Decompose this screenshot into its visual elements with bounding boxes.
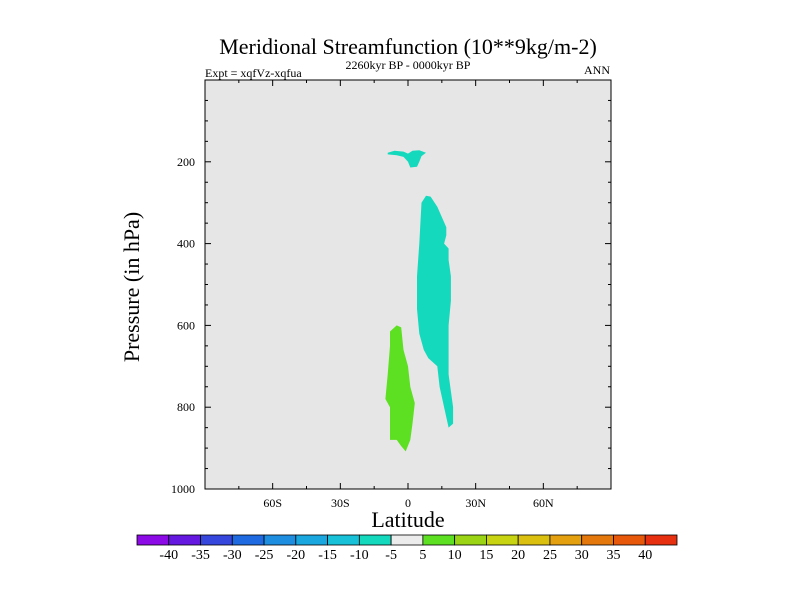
colorbar-box <box>263 534 297 546</box>
y-tick-label: 1000 <box>171 482 195 496</box>
colorbar-box <box>390 534 424 546</box>
colorbar-label: -15 <box>318 548 337 563</box>
y-tick-label: 400 <box>177 237 195 251</box>
colorbar-box <box>422 534 456 546</box>
positive-lower-cell <box>385 325 415 452</box>
colorbar-box <box>358 534 392 546</box>
x-axis-title: Latitude <box>371 507 444 532</box>
plot-area: 60S 30S 0 30N 60N 200 400 600 800 1000 <box>171 79 612 510</box>
colorbar: -40 -35 -30 -25 -20 -15 -10 -5 5 10 15 20 25 30 35 40 <box>136 534 678 563</box>
colorbar-label: 20 <box>511 548 525 563</box>
x-tick-label: 0 <box>405 496 411 510</box>
colorbar-label: -30 <box>223 548 242 563</box>
colorbar-box <box>200 534 233 546</box>
colorbar-box <box>486 534 519 546</box>
colorbar-box <box>613 534 646 546</box>
colorbar-box <box>136 534 170 546</box>
colorbar-box <box>454 534 487 546</box>
colorbar-box <box>517 534 551 546</box>
colorbar-label: 35 <box>606 548 620 563</box>
colorbar-label: -5 <box>385 548 397 563</box>
colorbar-label: 25 <box>543 548 557 563</box>
x-tick-label: 60S <box>263 496 282 510</box>
colorbar-box <box>295 534 328 546</box>
colorbar-box <box>327 534 360 546</box>
center-string: 2260kyr BP - 0000kyr BP <box>346 58 471 72</box>
colorbar-label: -25 <box>255 548 274 563</box>
x-tick-label: 30S <box>331 496 350 510</box>
colorbar-box <box>168 534 201 546</box>
y-tick-label: 600 <box>177 318 195 332</box>
right-string: ANN <box>584 63 610 77</box>
colorbar-label: -40 <box>159 548 178 563</box>
colorbar-label: -10 <box>350 548 369 563</box>
x-tick-label: 30N <box>465 496 486 510</box>
colorbar-label: 30 <box>575 548 589 563</box>
left-string: Expt = xqfVz-xqfua <box>205 66 302 80</box>
colorbar-box <box>644 534 678 546</box>
colorbar-label: 5 <box>419 548 426 563</box>
y-axis-title: Pressure (in hPa) <box>119 212 144 362</box>
colorbar-label: -35 <box>191 548 210 563</box>
colorbar-label: 10 <box>448 548 462 563</box>
y-tick-label: 200 <box>177 155 195 169</box>
negative-mid-cell <box>417 195 454 428</box>
chart-title: Meridional Streamfunction (10**9kg/m-2) <box>219 34 597 59</box>
colorbar-label: -20 <box>286 548 305 563</box>
colorbar-box <box>231 534 265 546</box>
colorbar-box <box>581 534 614 546</box>
x-tick-label: 60N <box>533 496 554 510</box>
y-tick-label: 800 <box>177 400 195 414</box>
negative-upper-cell <box>387 150 426 168</box>
colorbar-label: 15 <box>479 548 493 563</box>
colorbar-label: 40 <box>638 548 652 563</box>
colorbar-box <box>549 534 583 546</box>
